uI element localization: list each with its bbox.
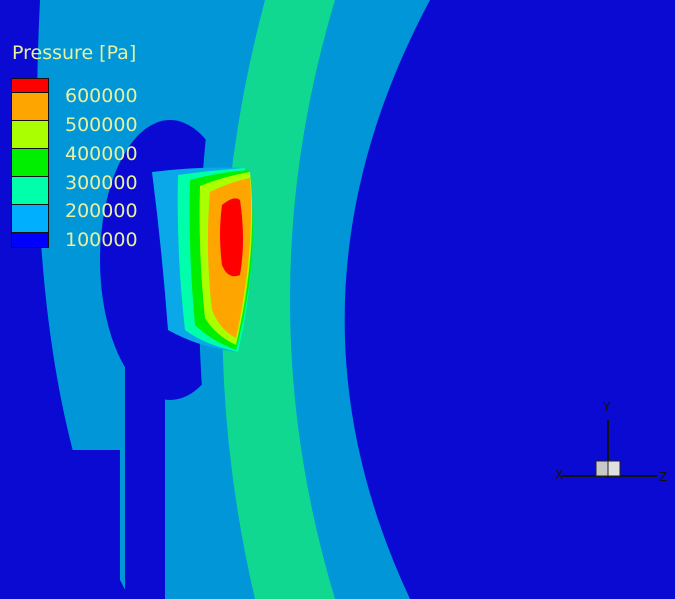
legend-level: 300000 — [65, 172, 138, 194]
y-axis-label: Y — [603, 400, 611, 414]
legend-level: 400000 — [65, 143, 138, 165]
legend-level: 100000 — [65, 229, 138, 251]
legend-level: 500000 — [65, 114, 138, 136]
legend-swatch — [12, 93, 48, 121]
legend-swatch — [12, 121, 48, 149]
axis-triad: Y X Z — [552, 400, 672, 490]
cylinder-surface — [152, 167, 253, 352]
legend-swatch — [12, 149, 48, 177]
legend-level: 200000 — [65, 200, 138, 222]
legend-swatch — [12, 79, 48, 93]
outer-region-hole — [0, 450, 120, 599]
legend-swatch — [12, 205, 48, 233]
legend-title: Pressure [Pa] — [12, 42, 137, 64]
z-axis-label: Z — [659, 470, 668, 484]
outer-region-hole — [125, 330, 165, 599]
legend-color-bar — [11, 78, 49, 248]
inner-region — [344, 0, 675, 599]
x-axis-label: X — [555, 468, 564, 482]
legend-level: 600000 — [65, 85, 138, 107]
axis-triad-lines — [562, 420, 657, 478]
legend-swatch — [12, 177, 48, 205]
legend-swatch — [12, 233, 48, 247]
